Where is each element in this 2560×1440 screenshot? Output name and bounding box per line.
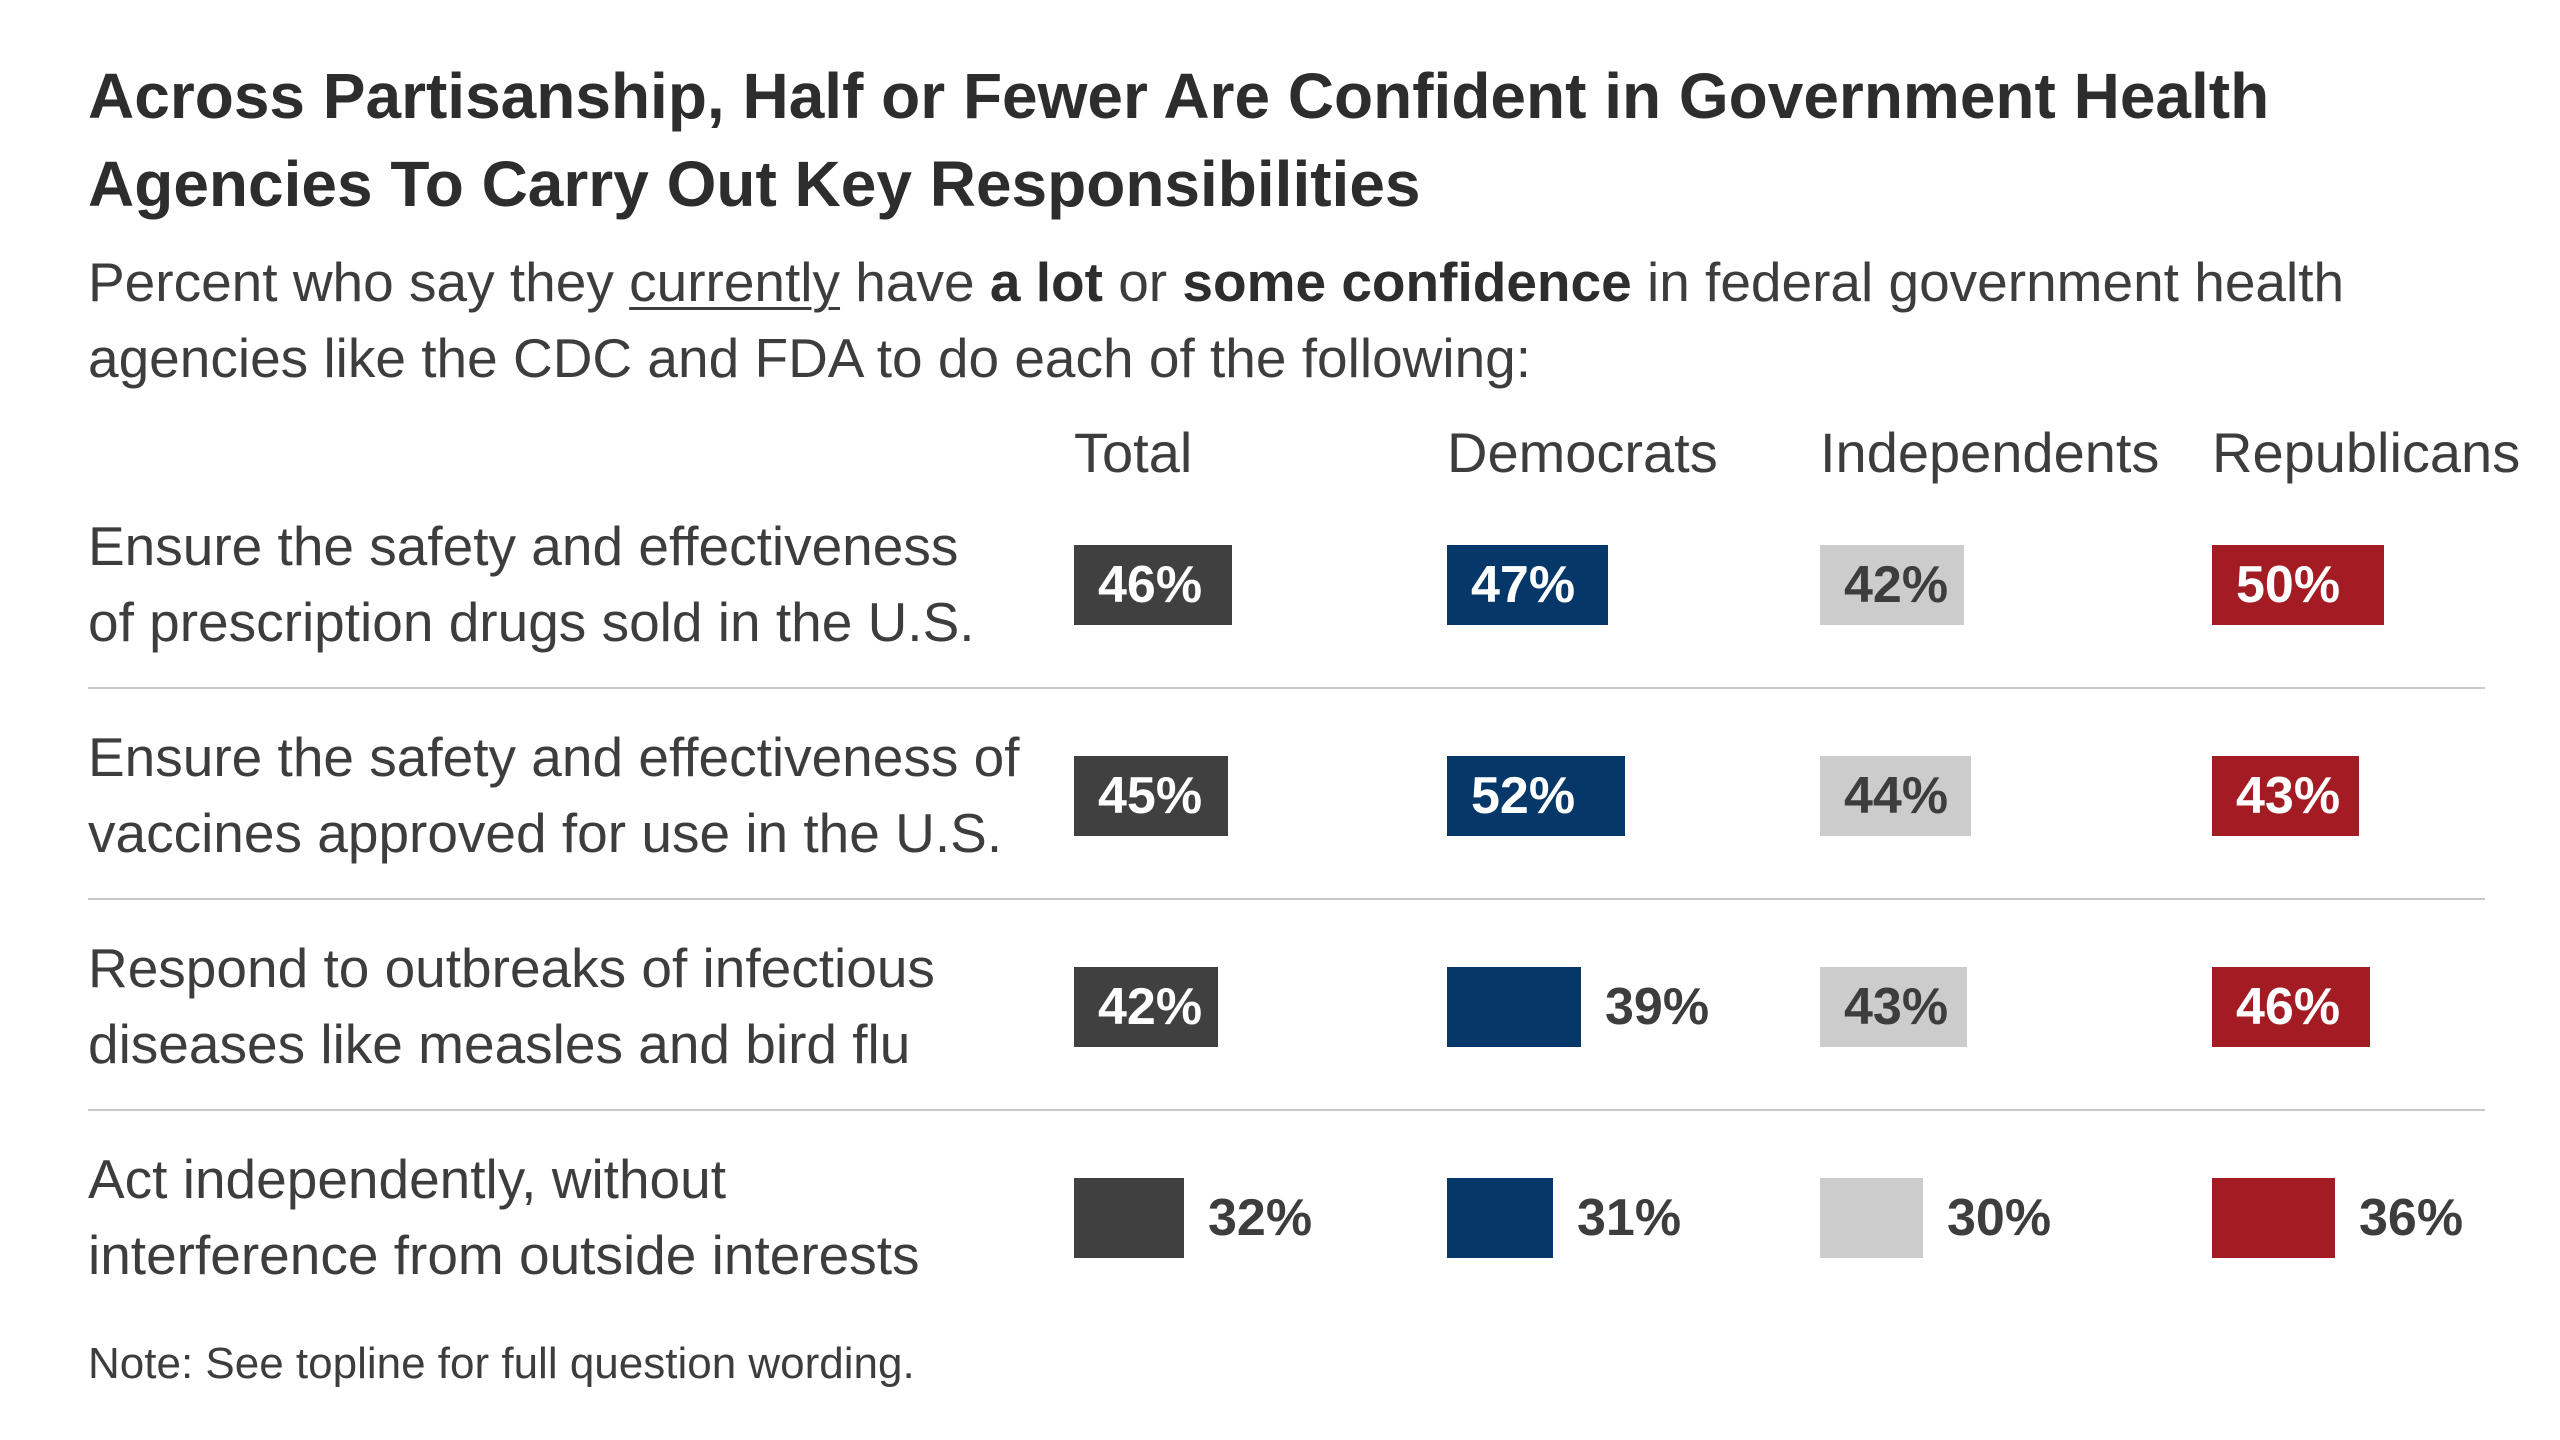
data-label: 45% [1098,767,1203,825]
data-label: 42% [1098,978,1203,1036]
data-label: 46% [1098,556,1203,614]
bar-total [1074,967,1218,1047]
chart-note: Note: See topline for full question word… [88,1339,915,1388]
bar-total [1074,756,1228,836]
subtitle-underlined: currently [629,251,841,313]
data-label: 43% [1844,978,1949,1036]
bar-republicans [2212,1178,2335,1258]
subtitle-text-pre: Percent who say they [88,251,630,313]
row-label-line: Respond to outbreaks of infectious [88,937,935,999]
row-label-line: interference from outside interests [88,1224,920,1286]
data-label: 30% [1947,1189,2052,1247]
data-label: 43% [2236,767,2341,825]
data-label: 47% [1471,556,1576,614]
row-label: Respond to outbreaks of infectious diseas… [88,930,1048,1082]
column-header-republicans: Republicans [2212,421,2521,484]
column-header-independents: Independents [1820,421,2160,484]
data-label: 31% [1577,1189,1682,1247]
bar-republicans [2212,545,2384,625]
bar-republicans [2212,967,2370,1047]
subtitle-text-mid1: have [840,251,990,313]
bar-democrats [1447,545,1608,625]
row-divider [88,687,2485,689]
data-label: 50% [2236,556,2341,614]
subtitle-bold-a-lot: a lot [989,251,1103,313]
bar-independents [1820,1178,1923,1258]
column-header-democrats: Democrats [1447,421,1718,484]
data-label: 52% [1471,767,1576,825]
subtitle-text-mid2: or [1102,251,1183,313]
subtitle-text-post: in federal government health agencies li… [88,251,2345,389]
row-label: Act independently, without interference f… [88,1141,1048,1293]
data-label: 44% [1844,767,1949,825]
chart-title: Across Partisanship, Half or Fewer Are C… [88,60,2270,220]
bar-democrats [1447,1178,1553,1258]
row-label-line: diseases like measles and bird flu [88,1013,911,1075]
bar-total [1074,545,1232,625]
bar-independents [1820,967,1967,1047]
row-divider [88,898,2485,900]
data-label: 42% [1844,556,1949,614]
subtitle-bold-some-confidence: some confidence [1182,251,1632,313]
row-label-line: Ensure the safety and effectiveness of [88,726,1020,788]
row-label-line: vaccines approved for use in the U.S. [88,802,1003,864]
row-label-line: Ensure the safety and effectiveness [88,515,959,577]
bar-independents [1820,756,1971,836]
row-label: Ensure the safety and effectiveness of va… [88,719,1048,871]
bar-democrats [1447,756,1625,836]
row-divider [88,1109,2485,1111]
data-label: 39% [1605,978,1710,1036]
data-label: 36% [2359,1189,2464,1247]
data-label: 32% [1208,1189,1313,1247]
column-header-total: Total [1074,421,1193,484]
row-label: Ensure the safety and effectiveness of pr… [88,508,1048,660]
chart-subtitle: Percent who say they currently have a lo… [88,244,2468,396]
row-label-line: of prescription drugs sold in the U.S. [88,591,975,653]
bar-independents [1820,545,1964,625]
data-label: 46% [2236,978,2341,1036]
bar-republicans [2212,756,2359,836]
bar-total [1074,1178,1184,1258]
row-label-line: Act independently, without [88,1148,727,1210]
bar-democrats [1447,967,1581,1047]
